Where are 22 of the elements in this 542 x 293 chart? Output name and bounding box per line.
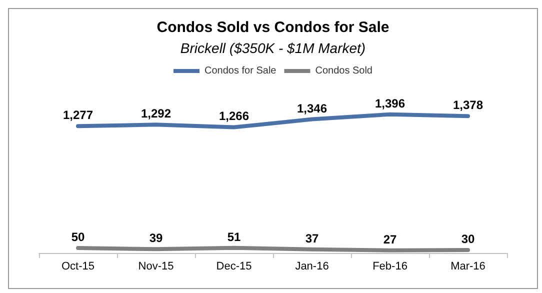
data-label: 1,292 xyxy=(140,106,172,121)
data-label: 1,346 xyxy=(296,101,328,116)
data-label: 1,396 xyxy=(374,96,406,110)
x-tick-label: Dec-15 xyxy=(216,260,252,272)
data-label: 1,277 xyxy=(62,108,94,122)
data-label: 27 xyxy=(383,232,397,246)
legend-label: Condos for Sale xyxy=(204,66,277,76)
x-tick-label: Nov-15 xyxy=(138,260,174,272)
data-label: 51 xyxy=(227,230,241,244)
data-label: 39 xyxy=(149,231,163,246)
x-tick-label: Feb-16 xyxy=(372,260,408,272)
data-label: 30 xyxy=(461,232,475,246)
chart-subtitle: Brickell ($350K - $1M Market) xyxy=(180,40,366,56)
data-label: 1,266 xyxy=(218,109,250,124)
legend-label: Condos Sold xyxy=(315,66,372,76)
x-tick-label: Jan-16 xyxy=(295,260,329,272)
data-label: 1,378 xyxy=(452,98,484,112)
x-tick-label: Mar-16 xyxy=(450,260,486,272)
data-label: 50 xyxy=(71,230,85,244)
data-label: 37 xyxy=(305,231,319,246)
chart-title: Condos Sold vs Condos for Sale xyxy=(156,19,390,36)
x-tick-label: Oct-15 xyxy=(61,260,95,272)
